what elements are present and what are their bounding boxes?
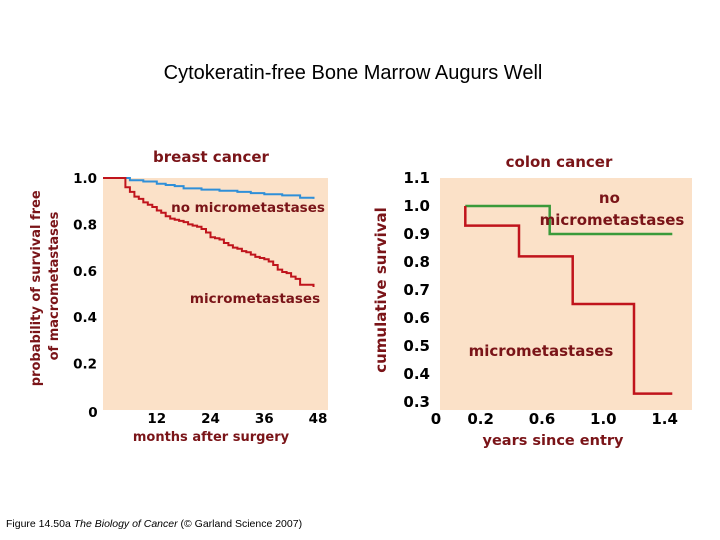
- breast-y-tick-label: 0.6: [73, 264, 97, 280]
- breast-x-tick-label: 36: [255, 411, 274, 427]
- colon-x-ticks: 0 0.2 0.6 1.0 1.4: [431, 410, 678, 428]
- caption-book-title: The Biology of Cancer: [73, 518, 178, 530]
- breast-series-no-micrometastases: [103, 177, 315, 199]
- breast-plot-background: [103, 178, 328, 410]
- colon-y-tick-label: 0.7: [403, 281, 430, 299]
- colon-y-tick-label: 1.0: [403, 197, 430, 215]
- breast-origin-tick-label: 0: [88, 405, 97, 421]
- colon-y-tick-label: 1.1: [403, 169, 430, 187]
- breast-label-micrometastases: micrometastases: [190, 291, 320, 307]
- colon-series: [464, 204, 673, 395]
- breast-y-axis-line1: probability of survival free: [29, 190, 44, 386]
- breast-y-tick-label: 0.4: [73, 310, 97, 326]
- caption-prefix: Figure 14.50a: [6, 518, 74, 530]
- colon-series-micrometastases: [464, 206, 673, 395]
- breast-x-tick-label: 24: [201, 411, 220, 427]
- colon-x-axis-title: years since entry: [483, 433, 625, 449]
- colon-label-micrometastases: micrometastases: [469, 342, 614, 360]
- colon-y-tick-label: 0.5: [403, 337, 430, 355]
- colon-y-tick-label: 0.3: [403, 393, 430, 411]
- breast-y-tick-label: 0.2: [73, 357, 97, 373]
- colon-plot-background: [440, 178, 692, 410]
- figure-caption: Figure 14.50a The Biology of Cancer (© G…: [6, 518, 302, 530]
- breast-series: [103, 177, 315, 287]
- colon-series-no-micrometastases: [465, 204, 673, 236]
- colon-y-ticks: 0.3 0.4 0.5 0.6 0.7 0.8 0.9 1.0 1.1: [403, 169, 430, 411]
- breast-y-tick-label: 0.8: [73, 217, 97, 233]
- breast-cancer-chart: breast cancer probability of survival fr…: [29, 148, 328, 445]
- colon-x-tick-label: 0.2: [467, 410, 494, 428]
- breast-x-axis-title: months after surgery: [133, 430, 290, 445]
- breast-x-ticks: 12 24 36 48: [147, 411, 327, 427]
- colon-y-axis-title: cumulative survival: [372, 207, 390, 373]
- caption-suffix: (© Garland Science 2007): [177, 518, 303, 530]
- colon-x-tick-label: 0: [431, 410, 441, 428]
- colon-y-tick-label: 0.8: [403, 253, 430, 271]
- breast-x-tick-label: 48: [309, 411, 328, 427]
- colon-label-no-line2: micrometastases: [540, 211, 685, 229]
- breast-chart-title: breast cancer: [153, 148, 270, 166]
- colon-y-tick-label: 0.6: [403, 309, 430, 327]
- breast-x-tick-label: 12: [147, 411, 166, 427]
- colon-label-no-micrometastases: no micrometastases: [540, 189, 685, 229]
- breast-y-ticks: 0.2 0.4 0.6 0.8 1.0 0: [73, 171, 98, 421]
- breast-y-axis-line2: of macrometastases: [47, 211, 62, 360]
- colon-label-no-line1: no: [599, 189, 620, 207]
- colon-x-tick-label: 1.0: [590, 410, 617, 428]
- slide-title: Cytokeratin-free Bone Marrow Augurs Well: [163, 62, 543, 84]
- colon-x-tick-label: 0.6: [529, 410, 556, 428]
- breast-series-micrometastases: [103, 177, 315, 287]
- colon-y-tick-label: 0.9: [403, 225, 430, 243]
- colon-y-tick-label: 0.4: [403, 365, 430, 383]
- colon-x-tick-label: 1.4: [651, 410, 678, 428]
- breast-y-axis-title: probability of survival free of macromet…: [29, 186, 62, 387]
- breast-y-tick-label: 1.0: [73, 171, 97, 187]
- breast-label-no-micrometastases: no micrometastases: [171, 200, 325, 216]
- colon-chart-title: colon cancer: [506, 153, 613, 171]
- colon-cancer-chart: colon cancer cumulative survival years s…: [372, 153, 692, 449]
